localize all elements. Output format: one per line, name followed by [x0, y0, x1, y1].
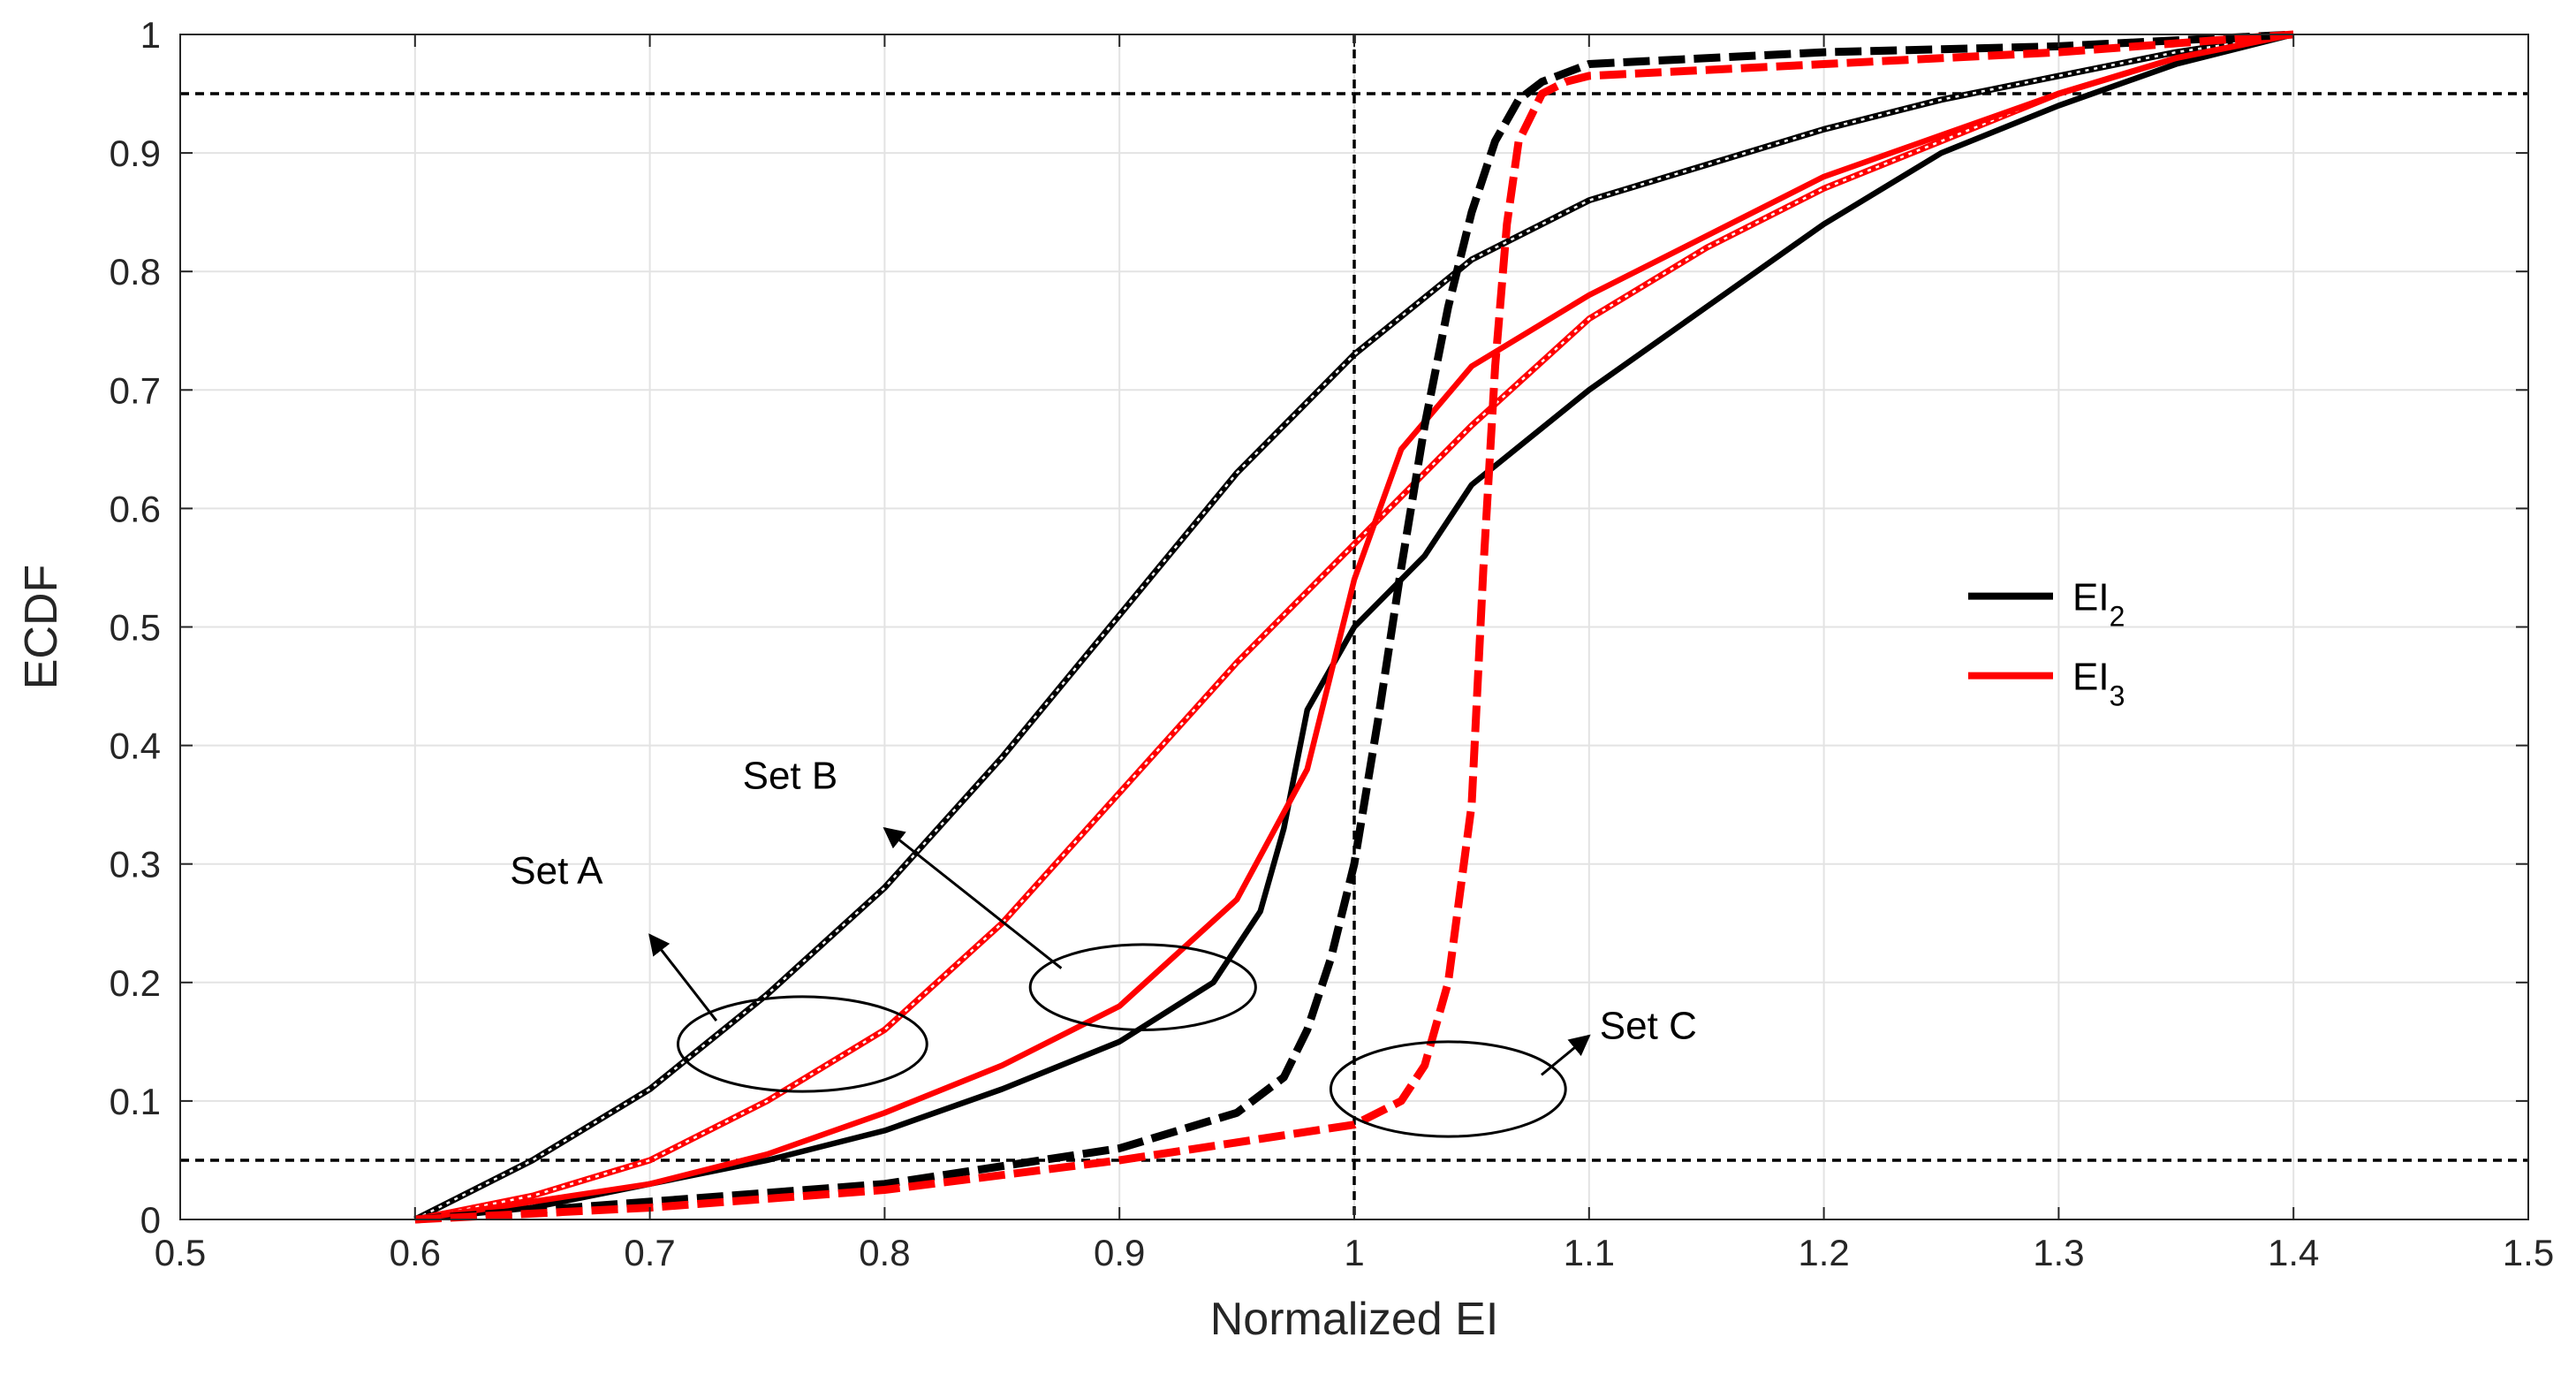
- annotation-set-b-arrow: [883, 826, 1063, 969]
- x-tick-label: 0.5: [155, 1232, 206, 1273]
- annotations: Set A Set B Set C: [510, 755, 1697, 1138]
- y-tick-label: 0.7: [110, 369, 161, 411]
- x-tick-label: 1.5: [2503, 1232, 2554, 1273]
- annotation-set-a-arrow: [648, 933, 718, 1022]
- y-tick-label: 0.9: [110, 133, 161, 174]
- annotation-set-b-label: Set B: [743, 755, 838, 798]
- x-tick-label: 0.9: [1094, 1232, 1145, 1273]
- y-tick-label: 0: [140, 1199, 161, 1241]
- y-axis-title: ECDF: [16, 565, 67, 690]
- x-axis-title: Normalized EI: [1210, 1294, 1499, 1345]
- annotation-set-c-ellipse: [1329, 1040, 1567, 1138]
- x-tick-label: 1.3: [2033, 1232, 2084, 1273]
- series-layer: [413, 30, 2294, 1224]
- x-tick-label: 0.7: [624, 1232, 675, 1273]
- series-set-c-ei3-line: [414, 30, 2294, 1224]
- annotation-set-a-label: Set A: [510, 849, 603, 893]
- ticks: 0.5 0.6 0.7 0.8 0.9 1 1.1 1.2 1.3 1.4 1.5 0 0.1 0.2 0.…: [110, 14, 2555, 1273]
- x-tick-label: 1.4: [2268, 1232, 2319, 1273]
- legend-label-main: EI: [2072, 656, 2110, 699]
- annotation-set-b-ellipse: [1028, 943, 1257, 1031]
- series-set-a-ei2-line: [413, 31, 2294, 1223]
- series-set-c-ei2-line: [414, 30, 2294, 1224]
- annotation-set-a-ellipse: [676, 995, 928, 1093]
- x-tick-label: 1: [1344, 1232, 1364, 1273]
- series-set-b-ei3-line: [414, 31, 2294, 1223]
- series-set-a-ei3-dots: [414, 33, 2294, 1221]
- y-tick-label: 0.3: [110, 844, 161, 885]
- y-tick-label: 1: [140, 14, 161, 56]
- annotation-set-c-arrow: [1541, 1034, 1591, 1076]
- x-tick-label: 1.2: [1798, 1232, 1849, 1273]
- x-tick-label: 0.6: [390, 1232, 441, 1273]
- x-tick-label: 0.8: [859, 1232, 910, 1273]
- y-tick-label: 0.4: [110, 725, 161, 767]
- legend-label-main: EI: [2072, 576, 2110, 619]
- legend-label-ei2: EI2: [2072, 576, 2125, 633]
- y-tick-label: 0.1: [110, 1081, 161, 1122]
- annotation-set-c-label: Set C: [1600, 1004, 1697, 1047]
- y-tick-label: 0.2: [110, 962, 161, 1004]
- y-tick-label: 0.6: [110, 488, 161, 529]
- y-tick-label: 0.8: [110, 251, 161, 292]
- series-set-b-ei2-line: [414, 31, 2294, 1223]
- legend-label-ei3: EI3: [2072, 656, 2125, 712]
- y-tick-label: 0.5: [110, 607, 161, 649]
- legend-label-subscript: 3: [2110, 680, 2125, 712]
- legend-label-subscript: 2: [2110, 601, 2125, 633]
- x-tick-label: 1.1: [1564, 1232, 1615, 1273]
